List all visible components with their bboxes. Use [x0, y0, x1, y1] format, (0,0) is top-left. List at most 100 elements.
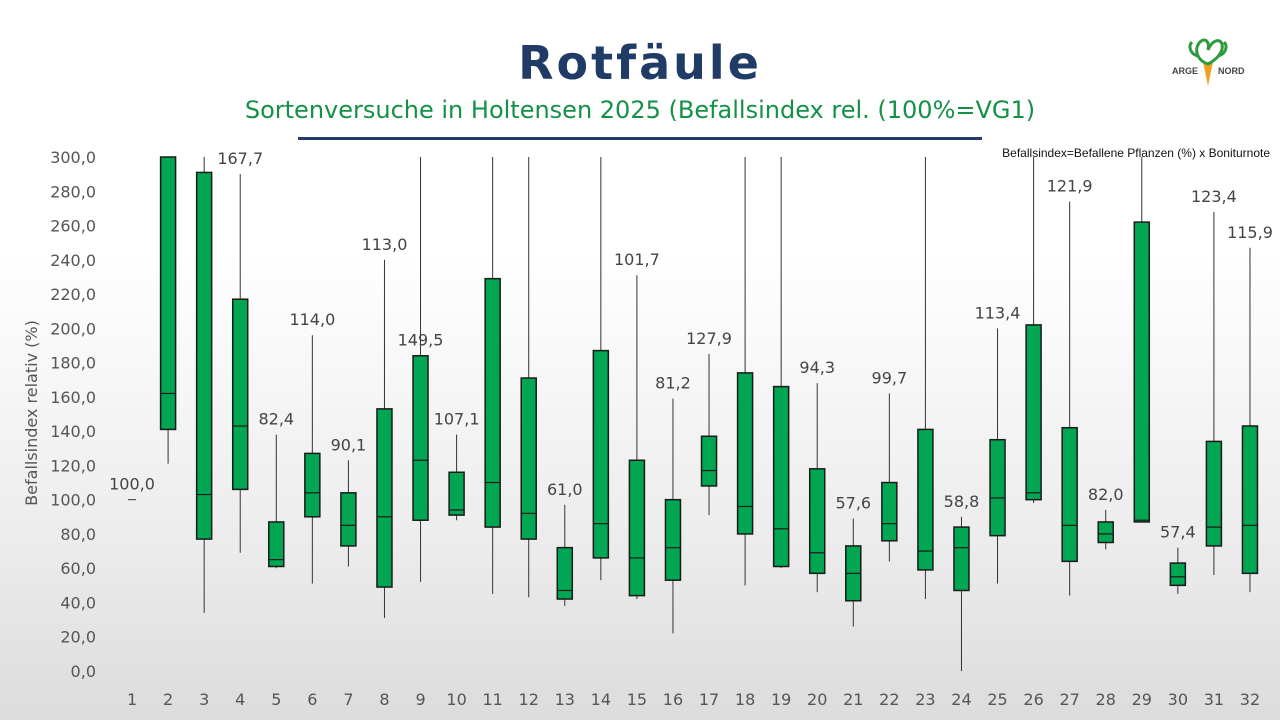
- y-tick-label: 20,0: [60, 628, 96, 647]
- box-body: [231, 298, 249, 491]
- box-12: [520, 157, 537, 598]
- x-tick-label: 11: [482, 690, 502, 709]
- x-tick-label: 5: [271, 690, 281, 709]
- box-body: [268, 521, 285, 568]
- box-body: [736, 372, 754, 535]
- x-tick-label: 10: [446, 690, 466, 709]
- x-tick-label: 23: [915, 690, 935, 709]
- box-body: [1241, 425, 1259, 575]
- box-2: [159, 156, 177, 464]
- box-27: [1061, 201, 1078, 596]
- x-tick-label: 27: [1059, 690, 1079, 709]
- box-14: [592, 157, 610, 581]
- x-tick-label: 24: [951, 690, 971, 709]
- y-axis-label: Befallsindex relativ (%): [22, 320, 41, 506]
- y-tick-label: 60,0: [60, 559, 96, 578]
- x-tick-label: 25: [987, 690, 1007, 709]
- box-body: [484, 277, 501, 528]
- box-body: [520, 377, 537, 540]
- x-tick-label: 7: [343, 690, 353, 709]
- data-label: 121,9: [1047, 177, 1093, 196]
- box-6: [304, 335, 321, 584]
- x-tick-label: 30: [1168, 690, 1188, 709]
- data-label: 100,0: [109, 475, 155, 494]
- box-body: [1169, 562, 1187, 587]
- box-body: [159, 156, 177, 431]
- data-label: 99,7: [872, 368, 908, 387]
- y-tick-label: 260,0: [50, 217, 96, 236]
- x-tick-label: 28: [1096, 690, 1116, 709]
- x-tick-label: 16: [663, 690, 683, 709]
- x-tick-label: 6: [307, 690, 317, 709]
- box-body: [448, 471, 465, 516]
- title-divider: [298, 137, 982, 140]
- y-tick-label: 220,0: [50, 285, 96, 304]
- y-tick-label: 0,0: [71, 662, 96, 681]
- box-body: [556, 546, 574, 600]
- data-label: 127,9: [686, 329, 732, 348]
- x-tick-label: 1: [127, 690, 137, 709]
- x-tick-label: 32: [1240, 690, 1260, 709]
- box-body: [628, 459, 646, 597]
- box-32: [1241, 247, 1259, 593]
- x-tick-label: 12: [519, 690, 539, 709]
- data-label: 115,9: [1227, 223, 1273, 242]
- y-tick-label: 120,0: [50, 456, 96, 475]
- x-tick-label: 22: [879, 690, 899, 709]
- data-label: 167,7: [217, 149, 263, 168]
- box-body: [989, 438, 1006, 537]
- box-body: [1133, 221, 1151, 523]
- x-tick-label: 18: [735, 690, 755, 709]
- data-label: 58,8: [944, 492, 980, 511]
- box-20: [808, 383, 826, 593]
- y-tick-label: 140,0: [50, 422, 96, 441]
- data-label: 57,4: [1160, 523, 1196, 542]
- box-body: [1097, 521, 1114, 544]
- box-body: [917, 428, 934, 571]
- data-label: 114,0: [289, 310, 335, 329]
- box-25: [989, 328, 1006, 584]
- box-24: [953, 516, 970, 671]
- logo-text-left: ARGE: [1172, 66, 1198, 76]
- box-body: [340, 492, 357, 547]
- box-body: [664, 498, 682, 581]
- data-label: 90,1: [331, 435, 367, 454]
- box-16: [664, 398, 682, 634]
- x-tick-label: 14: [591, 690, 611, 709]
- box-10: [448, 434, 465, 521]
- box-3: [195, 157, 213, 613]
- chart-title: Rotfäule: [518, 36, 762, 90]
- x-tick-label: 31: [1204, 690, 1224, 709]
- box-body: [1061, 426, 1078, 563]
- chart-subtitle: Sortenversuche in Holtensen 2025 (Befall…: [244, 96, 1036, 124]
- data-label: 149,5: [398, 331, 444, 350]
- x-tick-label: 26: [1023, 690, 1043, 709]
- x-tick-label: 3: [199, 690, 209, 709]
- y-tick-label: 180,0: [50, 354, 96, 373]
- box-11: [484, 157, 501, 594]
- box-body: [700, 435, 718, 487]
- box-9: [412, 157, 429, 582]
- box-15: [628, 275, 646, 600]
- box-28: [1097, 509, 1114, 550]
- x-tick-label: 29: [1132, 690, 1152, 709]
- box-7: [340, 460, 357, 567]
- data-label: 101,7: [614, 250, 660, 269]
- box-23: [917, 157, 934, 600]
- box-body: [412, 354, 429, 521]
- box-body: [195, 171, 213, 540]
- data-label: 61,0: [547, 480, 583, 499]
- x-tick-label: 17: [699, 690, 719, 709]
- y-tick-label: 300,0: [50, 148, 96, 167]
- x-tick-label: 8: [379, 690, 389, 709]
- logo-text-right: NORD: [1218, 66, 1245, 76]
- box-17: [700, 354, 718, 516]
- box-21: [845, 518, 862, 627]
- y-tick-label: 100,0: [50, 491, 96, 510]
- box-26: [1025, 157, 1042, 504]
- box-4: [231, 174, 249, 553]
- box-body: [592, 349, 610, 559]
- y-tick-label: 280,0: [50, 182, 96, 201]
- box-body: [304, 452, 321, 518]
